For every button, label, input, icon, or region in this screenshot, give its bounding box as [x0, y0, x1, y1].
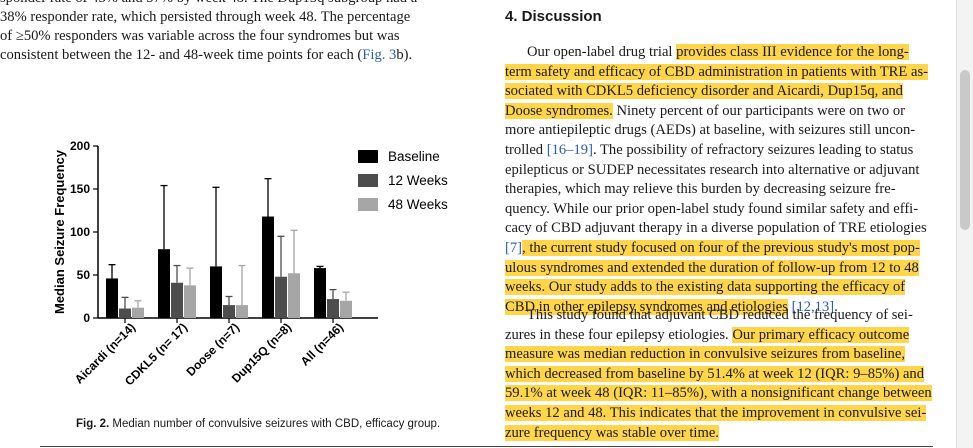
y-tick-label: 50 — [77, 268, 91, 282]
page-divider — [40, 446, 933, 447]
y-tick-label: 0 — [83, 311, 90, 325]
bar — [327, 299, 339, 318]
text-line: which decreased from baseline by 51.4% a… — [505, 365, 955, 385]
scrollbar[interactable] — [956, 0, 973, 448]
text-line: more antiepileptic drugs (AEDs) at basel… — [505, 121, 955, 141]
text-line: consistent between the 12- and 48-week t… — [0, 46, 470, 65]
bar — [184, 285, 196, 318]
text-line: zure frequency was stable over time. — [505, 424, 955, 444]
text-fragment: epilepticus or SUDEP necessitates resear… — [505, 161, 920, 178]
bar — [158, 249, 170, 318]
text-line: 38% responder rate, which persisted thro… — [0, 9, 411, 25]
text-line: of ≥50% responders was variable across t… — [0, 28, 400, 44]
highlighted-text: Our primary efficacy outcome — [732, 326, 910, 343]
section-title: 4. Discussion — [505, 8, 602, 25]
legend-swatch — [358, 198, 378, 211]
text-fragment: cacy of CBD adjuvant therapy in a divers… — [505, 220, 927, 237]
figure-reference-link[interactable]: Fig. 3 — [362, 47, 397, 63]
text-fragment: trolled — [505, 141, 547, 158]
y-axis-label: Median Seizure Frequency — [52, 149, 67, 314]
text-line: therapies, which may relieve this burden… — [505, 180, 955, 200]
scrollbar-thumb[interactable] — [960, 70, 970, 230]
bar — [288, 273, 300, 318]
text-line: sponder rate of 43% and 57% by week 48. … — [0, 0, 470, 8]
paragraph-2: This study found that adjuvant CBD reduc… — [505, 306, 955, 443]
text-line: term safety and efficacy of CBD administ… — [505, 63, 955, 83]
highlighted-text: term safety and efficacy of CBD administ… — [505, 63, 928, 80]
text-line: trolled [16–19]. The possibility of refr… — [505, 141, 955, 161]
bar — [106, 278, 118, 318]
y-tick-label: 200 — [70, 139, 90, 153]
highlighted-text: weeks 12 and 48. This indicates that the… — [505, 404, 927, 421]
text-line: This study found that adjuvant CBD reduc… — [505, 306, 955, 326]
text-line: sociated with CDKL5 deficiency disorder … — [505, 82, 955, 102]
legend-label: Baseline — [388, 149, 440, 164]
text-fragment: This study found that adjuvant CBD reduc… — [527, 307, 913, 323]
text-line: weeks 12 and 48. This indicates that the… — [505, 404, 955, 424]
bar — [132, 307, 144, 318]
highlighted-text: CBD in other epilepsy syndromes and etio… — [505, 298, 788, 315]
text-line: measure was median reduction in convulsi… — [505, 345, 955, 365]
bar — [340, 300, 352, 318]
highlighted-text: Doose syndromes. — [505, 102, 613, 119]
text-line: Our open-label drug trial provides class… — [505, 43, 955, 63]
text-fragment: Our open-label drug trial — [527, 44, 677, 60]
legend-swatch — [358, 150, 378, 163]
citation-link[interactable]: [12,13] — [791, 298, 835, 315]
text-line: weeks. Our study adds to the existing da… — [505, 278, 955, 298]
bar — [275, 276, 287, 318]
text-fragment: . The possibility of refractory seizures… — [592, 141, 914, 158]
text-line: quency. While our prior open-label study… — [505, 200, 955, 220]
text-line: cacy of CBD adjuvant therapy in a divers… — [505, 219, 955, 239]
figure-caption: Fig. 2. Median number of convulsive seiz… — [76, 418, 440, 430]
y-tick-label: 100 — [70, 225, 90, 239]
bar — [171, 282, 183, 318]
highlighted-text: sociated with CDKL5 deficiency disorder … — [505, 83, 903, 100]
bar — [262, 216, 274, 318]
bar — [236, 305, 248, 318]
highlighted-text: which decreased from baseline by 51.4% a… — [505, 365, 925, 382]
text-line: [7], the current study focused on four o… — [505, 239, 955, 259]
highlighted-text: zure frequency was stable over time. — [505, 424, 719, 441]
text-fragment: b). — [396, 47, 413, 63]
text-fragment: quency. While our prior open-label study… — [505, 200, 919, 217]
text-fragment: more antiepileptic drugs (AEDs) at basel… — [505, 122, 916, 139]
highlighted-text: weeks. Our study adds to the existing da… — [505, 279, 906, 296]
bar — [119, 308, 131, 318]
citation-link[interactable]: [7] — [505, 239, 523, 256]
text-line: ulous syndromes and extended the duratio… — [505, 259, 955, 279]
caption-label: Fig. 2. — [76, 418, 110, 430]
bar — [314, 268, 326, 318]
text-fragment: therapies, which may relieve this burden… — [505, 181, 896, 198]
text-line: 59.1% at week 48 (IQR: 11–85%), with a n… — [505, 384, 955, 404]
x-tick-label: All (n=46) — [298, 320, 346, 368]
paragraph-1: Our open-label drug trial provides class… — [505, 43, 955, 317]
highlighted-text: , the current study focused on four of t… — [522, 239, 920, 256]
text-fragment: Ninety percent of our participants were … — [612, 102, 906, 119]
citation-link[interactable]: [16–19] — [546, 141, 593, 158]
text-fragment: zures in these four epilepsy etiologies. — [505, 326, 733, 343]
highlighted-text: measure was median reduction in convulsi… — [505, 346, 905, 363]
highlighted-text: ulous syndromes and extended the duratio… — [505, 259, 919, 276]
left-column-text: sponder rate of 43% and 57% by week 48. … — [0, 0, 470, 65]
legend-swatch — [358, 174, 378, 187]
text-fragment: consistent between the 12- and 48-week t… — [0, 47, 363, 63]
y-tick-label: 150 — [70, 182, 90, 196]
text-fragment: . — [834, 298, 838, 315]
text-line: epilepticus or SUDEP necessitates resear… — [505, 161, 955, 181]
highlighted-text: provides class III evidence for the long… — [676, 44, 909, 60]
text-line: CBD in other epilepsy syndromes and etio… — [505, 298, 955, 318]
legend-label: 12 Weeks — [388, 173, 448, 188]
bar — [210, 266, 222, 318]
highlighted-text: 59.1% at week 48 (IQR: 11–85%), with a n… — [505, 385, 932, 402]
legend-label: 48 Weeks — [388, 197, 448, 212]
bar — [223, 305, 235, 318]
text-line: Doose syndromes. Ninety percent of our p… — [505, 102, 955, 122]
text-line: zures in these four epilepsy etiologies.… — [505, 326, 955, 346]
caption-text: Median number of convulsive seizures wit… — [109, 418, 441, 430]
